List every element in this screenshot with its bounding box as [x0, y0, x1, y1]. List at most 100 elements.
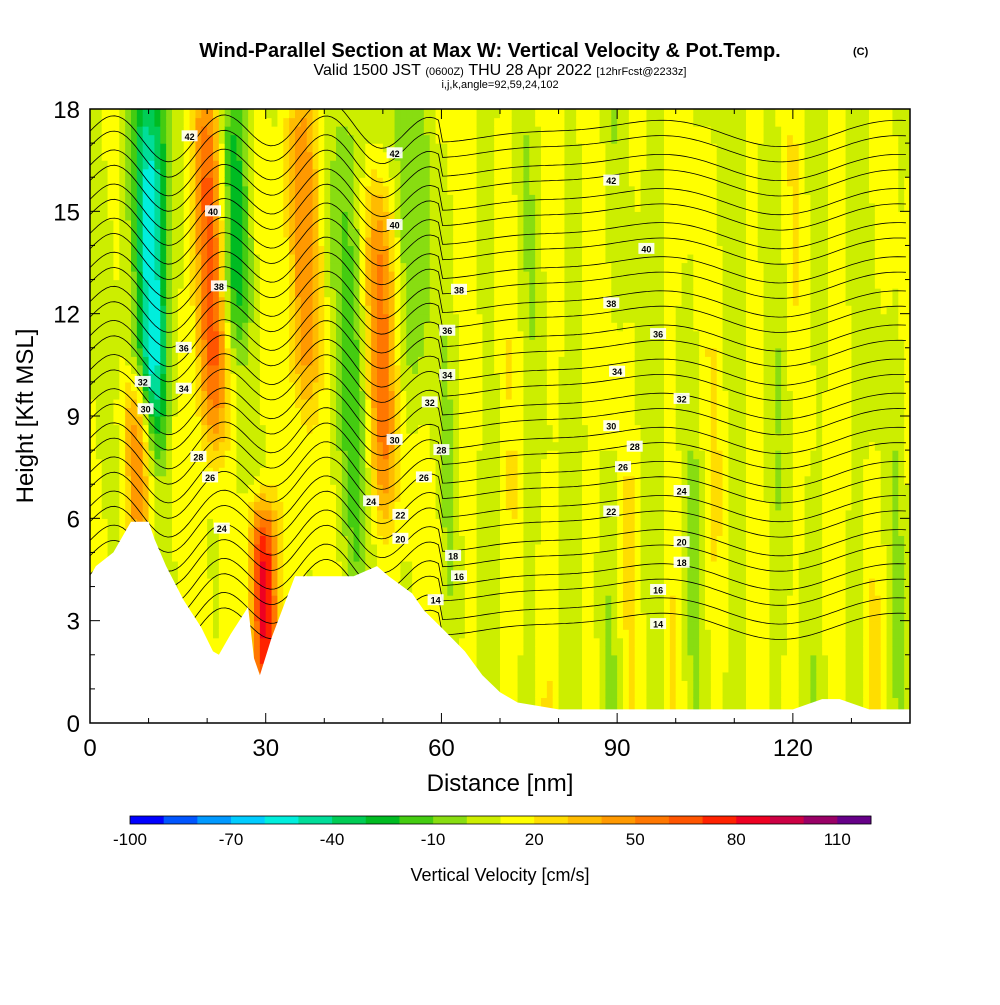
field-cell	[195, 612, 202, 622]
field-cell	[353, 518, 361, 528]
field-cell	[289, 271, 296, 281]
field-cell	[447, 620, 454, 630]
field-cell	[95, 262, 103, 272]
field-cell	[423, 603, 431, 613]
field-cell	[242, 603, 249, 613]
field-cell	[265, 202, 273, 212]
field-cell	[113, 450, 120, 460]
field-cell	[259, 288, 267, 298]
field-cell	[201, 117, 208, 127]
field-cell	[423, 390, 431, 400]
field-cell	[201, 262, 208, 272]
field-cell	[160, 177, 167, 187]
field-cell	[142, 492, 150, 502]
field-cell	[371, 322, 378, 332]
field-cell	[107, 126, 115, 136]
field-cell	[277, 467, 284, 477]
field-cell	[195, 424, 202, 434]
field-cell	[400, 185, 407, 195]
field-cell	[230, 407, 238, 417]
field-cell	[148, 492, 156, 502]
field-cell	[195, 194, 202, 204]
field-cell	[412, 569, 419, 579]
field-cell	[318, 356, 325, 366]
field-cell	[172, 458, 179, 468]
field-cell	[201, 160, 208, 170]
field-cell	[353, 373, 361, 383]
velocity-field	[90, 109, 910, 723]
field-cell	[242, 535, 249, 545]
field-cell	[177, 552, 185, 562]
field-cell	[353, 126, 361, 136]
field-cell	[400, 543, 407, 554]
field-cell	[412, 288, 419, 298]
field-cell	[347, 475, 355, 485]
field-cell	[101, 467, 109, 477]
field-cell	[271, 373, 279, 383]
field-cell	[347, 185, 355, 195]
field-cell	[160, 322, 167, 332]
field-cell	[189, 194, 197, 204]
field-cell	[265, 612, 273, 622]
field-cell	[435, 211, 443, 221]
field-cell	[160, 433, 167, 443]
field-cell	[388, 484, 396, 494]
field-cell	[166, 288, 173, 298]
field-cell	[488, 450, 495, 460]
field-cell	[318, 373, 325, 383]
field-cell	[142, 168, 150, 178]
field-cell	[371, 433, 378, 443]
field-cell	[201, 151, 208, 161]
field-cell	[359, 322, 366, 332]
field-cell	[347, 117, 355, 127]
field-cell	[189, 526, 197, 536]
field-cell	[95, 143, 103, 153]
field-cell	[254, 228, 261, 238]
field-cell	[482, 262, 489, 272]
field-cell	[347, 296, 355, 306]
field-cell	[341, 253, 349, 264]
field-cell	[113, 253, 120, 264]
field-cell	[488, 185, 495, 195]
field-cell	[254, 117, 261, 127]
field-cell	[254, 211, 261, 221]
field-cell	[195, 160, 202, 170]
field-cell	[189, 185, 197, 195]
field-cell	[154, 305, 161, 315]
field-cell	[400, 407, 407, 417]
field-cell	[312, 381, 320, 392]
field-cell	[224, 578, 232, 588]
field-cell	[371, 458, 378, 468]
field-cell	[277, 407, 284, 417]
field-cell	[248, 322, 255, 332]
field-cell	[365, 518, 372, 528]
field-cell	[482, 347, 489, 357]
field-cell	[224, 416, 232, 426]
field-cell	[148, 202, 156, 212]
field-cell	[254, 253, 261, 264]
field-cell	[341, 535, 349, 545]
field-cell	[488, 160, 495, 170]
field-cell	[242, 475, 249, 485]
subtitle-zulu: (0600Z)	[425, 66, 464, 78]
field-cell	[441, 168, 448, 178]
field-cell	[353, 458, 361, 468]
field-cell	[318, 543, 325, 554]
field-cell	[330, 441, 337, 451]
field-cell	[254, 322, 261, 332]
field-cell	[236, 450, 243, 460]
field-cell	[207, 177, 214, 187]
field-cell	[230, 160, 238, 170]
field-cell	[353, 441, 361, 451]
field-cell	[172, 109, 179, 119]
field-cell	[359, 492, 366, 502]
field-cell	[148, 416, 156, 426]
field-cell	[330, 373, 337, 383]
field-cell	[447, 560, 454, 571]
field-cell	[312, 194, 320, 204]
field-cell	[224, 484, 232, 494]
field-cell	[459, 603, 466, 613]
field-cell	[277, 475, 284, 485]
field-cell	[160, 492, 167, 502]
field-cell	[394, 407, 402, 417]
